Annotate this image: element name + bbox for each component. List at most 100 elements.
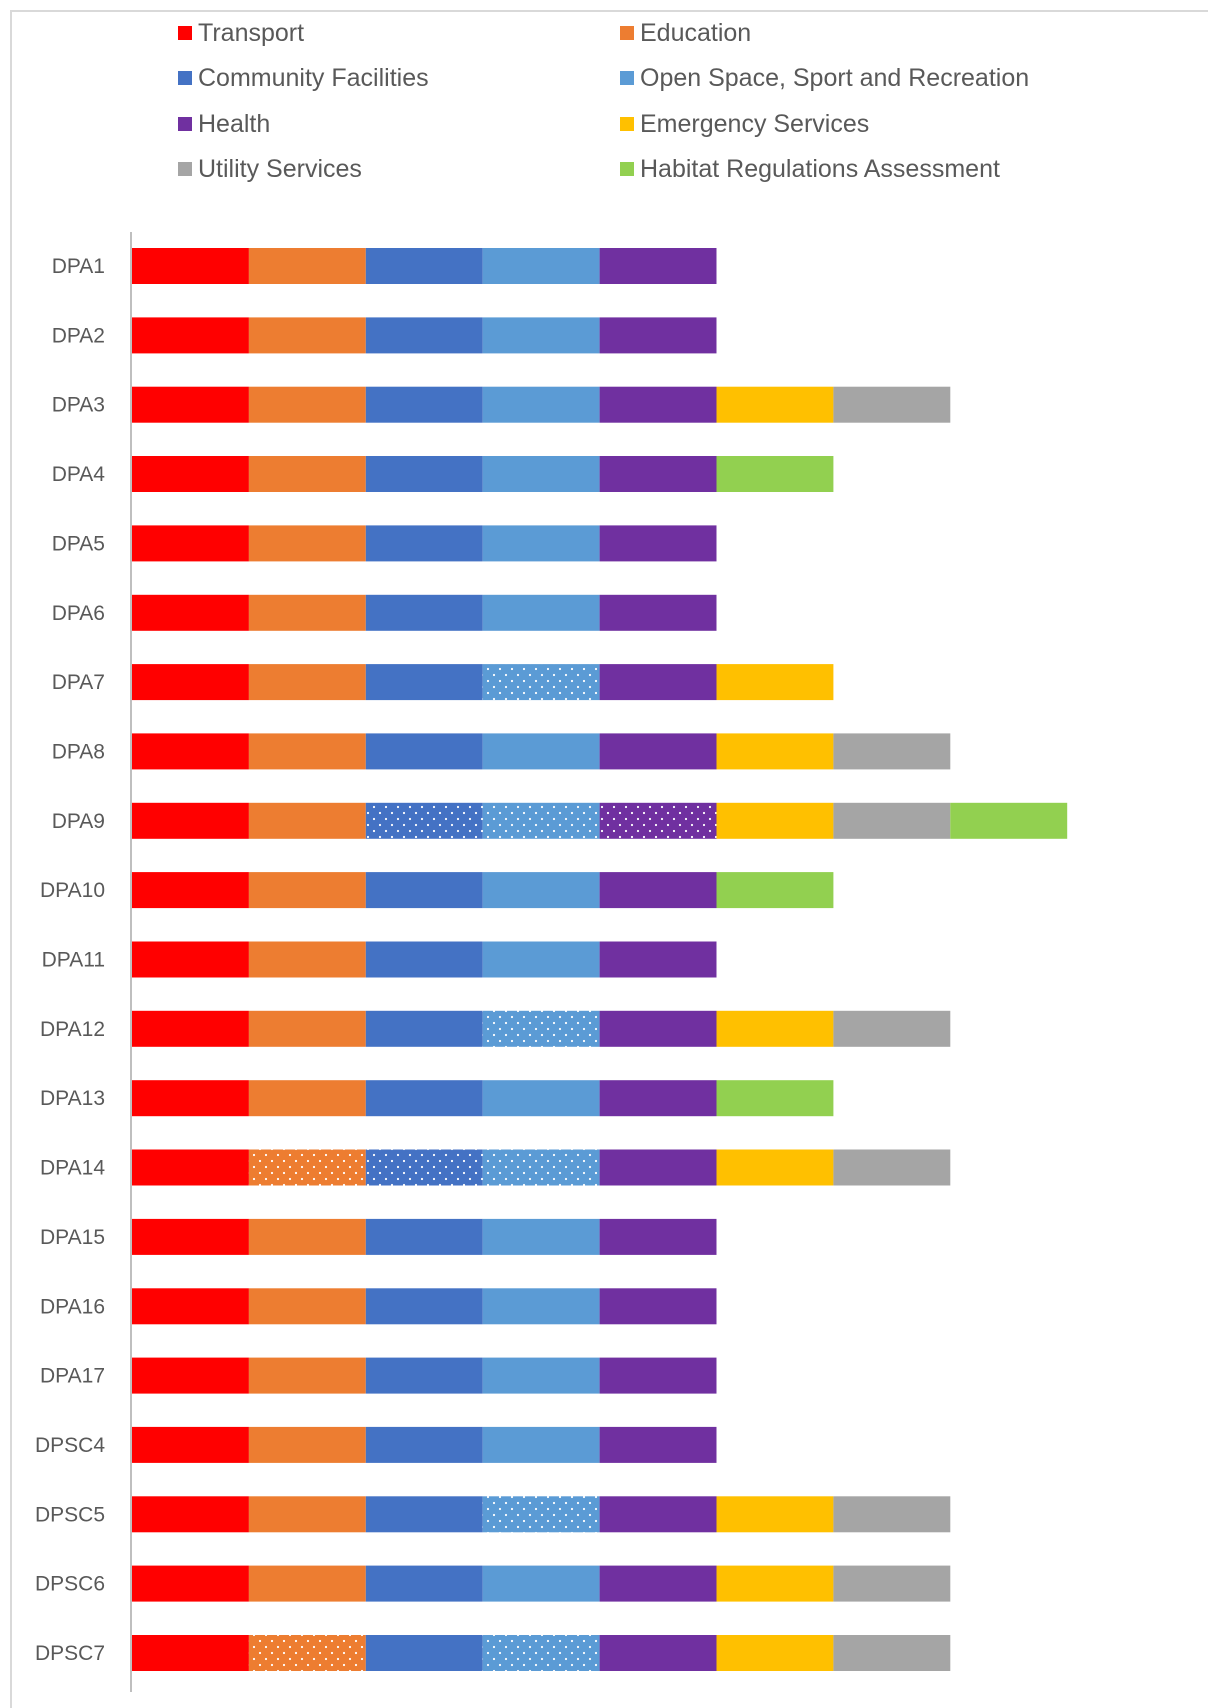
bar-segment [132, 1080, 249, 1117]
bar-segment [132, 1426, 249, 1463]
category-label: DPSC6 [35, 1573, 105, 1596]
bar-segment [599, 248, 717, 284]
bar-segment [482, 594, 600, 631]
legend-label: Community Facilities [198, 63, 429, 92]
bar-segment [482, 317, 600, 354]
category-label: DPA17 [40, 1365, 105, 1388]
bar-segment [599, 1565, 717, 1602]
bar-segment [482, 248, 600, 284]
bar-segment [833, 1496, 951, 1533]
bar-segment [599, 941, 717, 978]
bar-segment [132, 594, 249, 631]
bar-segment [716, 1149, 834, 1186]
bar-segment [482, 872, 600, 909]
category-label: DPA12 [40, 1018, 105, 1041]
bar-segment [599, 733, 717, 770]
legend-item: Emergency Services [620, 109, 869, 139]
bar-segment [365, 456, 483, 492]
bar-segment [248, 1218, 366, 1255]
legend-item: Habitat Regulations Assessment [620, 154, 1000, 184]
bar-segment [833, 1149, 951, 1186]
bar-segment [599, 1010, 717, 1047]
bar-segment [132, 872, 249, 909]
bar-segment [482, 525, 600, 562]
category-label: DPA1 [52, 255, 105, 278]
category-label: DPA16 [40, 1295, 105, 1318]
legend-swatch [178, 26, 192, 40]
legend-swatch [178, 71, 192, 85]
legend-label: Emergency Services [640, 109, 870, 138]
bar-segment [833, 1635, 951, 1671]
bar-segment [248, 664, 366, 701]
bar-segment [365, 1288, 483, 1325]
bar-segment [248, 1010, 366, 1047]
bar-segment [248, 1635, 366, 1671]
legend-item: Education [620, 18, 751, 48]
bar-segment [365, 1080, 483, 1117]
bar-segment [599, 1496, 717, 1533]
bar-segment [248, 1288, 366, 1325]
legend-label: Education [640, 18, 752, 47]
bar-segment [599, 1357, 717, 1394]
bar-segment [599, 872, 717, 909]
bar-segment [716, 1010, 834, 1047]
bar-segment [599, 317, 717, 354]
bar-segment [248, 456, 366, 492]
bar-segment [248, 872, 366, 909]
bar-segment [132, 1635, 249, 1671]
bar-segment [599, 1426, 717, 1463]
category-label: DPA11 [42, 949, 105, 972]
bar-segment [365, 317, 483, 354]
legend-item: Utility Services [178, 154, 362, 184]
bar-segment [599, 456, 717, 492]
bar-segment [132, 317, 249, 354]
bar-segment [599, 525, 717, 562]
bar-segment [950, 802, 1068, 839]
legend-label: Transport [198, 18, 305, 47]
bar-segment [599, 664, 717, 701]
bar-segment [482, 733, 600, 770]
bar-segment [599, 1635, 717, 1671]
bar-segment [365, 802, 483, 839]
category-label: DPA7 [52, 671, 105, 694]
bar-segment [716, 1635, 834, 1671]
legend-swatch [620, 162, 634, 176]
bar-segment [365, 1426, 483, 1463]
bar-segment [482, 664, 600, 701]
bar-segment [132, 941, 249, 978]
bar-segment [833, 1010, 951, 1047]
category-label: DPA8 [52, 740, 105, 763]
bar-segment [248, 1357, 366, 1394]
bar-segment [833, 1565, 951, 1602]
bar-segment [482, 941, 600, 978]
bar-segment [365, 664, 483, 701]
category-label: DPSC7 [35, 1642, 105, 1665]
legend-swatch [620, 71, 634, 85]
bar-segment [482, 802, 600, 839]
bar-segment [365, 1149, 483, 1186]
legend-item: Community Facilities [178, 63, 429, 93]
legend-item: Transport [178, 18, 304, 48]
bar-segment [716, 456, 834, 492]
bar-segment [132, 1496, 249, 1533]
category-label: DPA6 [52, 602, 105, 625]
bar-segment [132, 1218, 249, 1255]
bar-segment [132, 802, 249, 839]
category-label: DPA10 [40, 879, 105, 902]
bar-segment [365, 1635, 483, 1671]
legend-item: Open Space, Sport and Recreation [620, 63, 1029, 93]
bar-segment [248, 1565, 366, 1602]
bar-segment [132, 525, 249, 562]
category-label: DPA15 [40, 1226, 105, 1249]
bar-segment [716, 1565, 834, 1602]
bar-segment [365, 872, 483, 909]
bar-segment [716, 802, 834, 839]
bar-segment [716, 664, 834, 701]
bar-segment [365, 386, 483, 423]
bar-segment [365, 1357, 483, 1394]
bar-segment [248, 802, 366, 839]
bar-segment [716, 872, 834, 909]
bar-segment [599, 594, 717, 631]
legend-label: Open Space, Sport and Recreation [640, 63, 1030, 92]
category-label: DPA14 [40, 1157, 105, 1180]
